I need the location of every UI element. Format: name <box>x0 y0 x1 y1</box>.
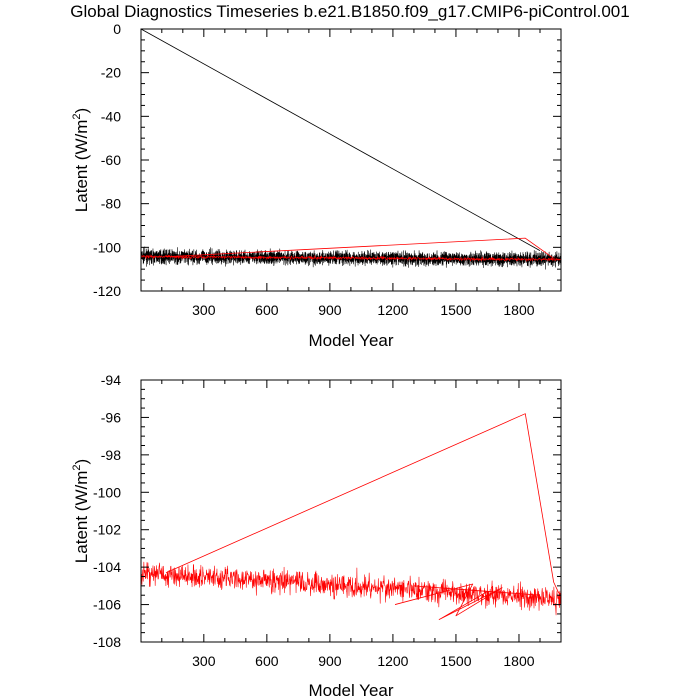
top-chart-y-axis-title-sup: 2 <box>71 113 83 119</box>
bottom-chart-y-axis-title-sup: 2 <box>71 464 83 470</box>
bottom-chart-x-axis-title: Model Year <box>308 681 393 700</box>
bottom-chart-x-tick-label: 1500 <box>440 653 471 669</box>
top-chart-x-tick-label: 1800 <box>503 302 534 318</box>
top-chart-x-tick-label: 900 <box>318 302 342 318</box>
bottom-chart-y-axis-title: Latent (W/m2) <box>71 459 91 563</box>
top-chart-y-tick-label: -120 <box>93 283 121 299</box>
bottom-chart-y-tick-label: -100 <box>93 484 121 500</box>
bottom-chart-ticks: 300 600 900 1200 1500 1800 -94 -96 -98 -100 -102 -1… <box>93 372 561 669</box>
top-chart-x-tick-label: 600 <box>255 302 279 318</box>
top-chart-x-tick-label: 300 <box>192 302 216 318</box>
top-chart-y-tick-label: -40 <box>101 108 121 124</box>
bottom-chart-y-tick-label: -102 <box>93 522 121 538</box>
top-chart-y-tick-label: -100 <box>93 239 121 255</box>
bottom-chart-y-tick-label: -94 <box>101 372 121 388</box>
top-chart-x-tick-label: 1200 <box>377 302 408 318</box>
bottom-chart: 300 600 900 1200 1500 1800 -94 -96 -98 -100 -102 -1… <box>71 372 562 700</box>
top-chart-x-tick-label: 1500 <box>440 302 471 318</box>
bottom-chart-x-tick-label: 1200 <box>377 653 408 669</box>
top-chart-monthly-series-line <box>140 28 541 251</box>
bottom-chart-x-tick-label: 1800 <box>503 653 534 669</box>
top-chart-ticks: 300 600 900 1200 1500 1800 0 -20 -40 -60 -80 -100 -1… <box>93 21 561 318</box>
bottom-chart-y-tick-label: -108 <box>93 634 121 650</box>
figure-title: Global Diagnostics Timeseries b.e21.B185… <box>70 2 629 21</box>
top-chart-y-tick-label: -20 <box>101 65 121 81</box>
bottom-chart-annual-series-line <box>140 561 562 616</box>
top-chart-y-tick-label: 0 <box>113 21 121 37</box>
bottom-chart-series <box>140 413 562 620</box>
bottom-chart-y-tick-label: -106 <box>93 597 121 613</box>
bottom-chart-annual-series-line <box>394 583 541 620</box>
top-chart-x-axis-title: Model Year <box>308 331 393 350</box>
bottom-chart-annual-series-line <box>165 413 560 594</box>
bottom-chart-x-tick-label: 600 <box>255 653 279 669</box>
bottom-chart-y-tick-label: -104 <box>93 559 121 575</box>
bottom-chart-x-tick-label: 900 <box>318 653 342 669</box>
top-chart-annual-series-line <box>140 254 562 262</box>
bottom-chart-y-axis-title-main: Latent (W/m <box>72 471 91 564</box>
top-chart-annual-series-line <box>165 237 553 258</box>
bottom-chart-frame <box>140 379 562 643</box>
top-chart-y-axis-title-main: Latent (W/m <box>72 120 91 213</box>
top-chart-y-axis-title-close: ) <box>72 108 91 114</box>
bottom-chart-y-tick-label: -98 <box>101 447 121 463</box>
top-chart-y-tick-label: -60 <box>101 152 121 168</box>
bottom-chart-x-tick-label: 300 <box>192 653 216 669</box>
top-chart: 300 600 900 1200 1500 1800 0 -20 -40 -60 -80 -100 -1… <box>71 21 562 350</box>
bottom-chart-y-tick-label: -96 <box>101 409 121 425</box>
top-chart-y-axis-title: Latent (W/m2) <box>71 108 91 212</box>
bottom-chart-y-axis-title-close: ) <box>72 459 91 465</box>
top-chart-series <box>140 28 562 270</box>
top-chart-y-tick-label: -80 <box>101 196 121 212</box>
